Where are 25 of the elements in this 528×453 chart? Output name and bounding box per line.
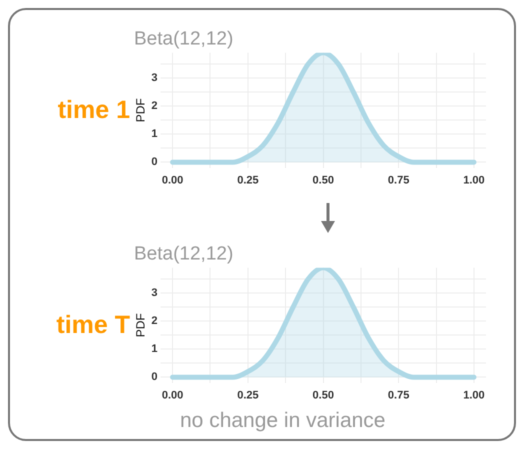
x-tick-label: 0.50 [312, 174, 334, 186]
y-tick-label: 3 [151, 287, 158, 300]
y-tick-label: 0 [151, 371, 158, 384]
y-axis-title: PDF [134, 313, 148, 338]
y-tick-label: 2 [151, 100, 158, 112]
x-tick-label: 0.50 [312, 389, 334, 402]
x-tick-label: 0.00 [162, 389, 184, 402]
y-tick-label: 3 [151, 72, 158, 84]
text: no change in variance [180, 409, 386, 433]
y-tick-label: 1 [151, 128, 158, 140]
chart-title: Beta(12,12) [134, 244, 234, 265]
y-tick-label: 1 [151, 343, 158, 356]
chart-title: Beta(12,12) [134, 28, 234, 50]
x-tick-label: 0.75 [388, 174, 410, 186]
y-axis-title: PDF [134, 98, 148, 122]
text: time 1 [56, 96, 131, 125]
x-tick-label: 1.00 [463, 389, 485, 402]
y-tick-label: 2 [151, 315, 158, 328]
x-tick-label: 0.25 [237, 174, 259, 186]
y-tick-label: 0 [151, 156, 158, 168]
x-tick-label: 0.75 [388, 389, 410, 402]
x-tick-label: 1.00 [463, 174, 485, 186]
x-tick-label: 0.25 [237, 389, 259, 402]
text: time T [55, 311, 131, 340]
x-tick-label: 0.00 [162, 174, 184, 186]
